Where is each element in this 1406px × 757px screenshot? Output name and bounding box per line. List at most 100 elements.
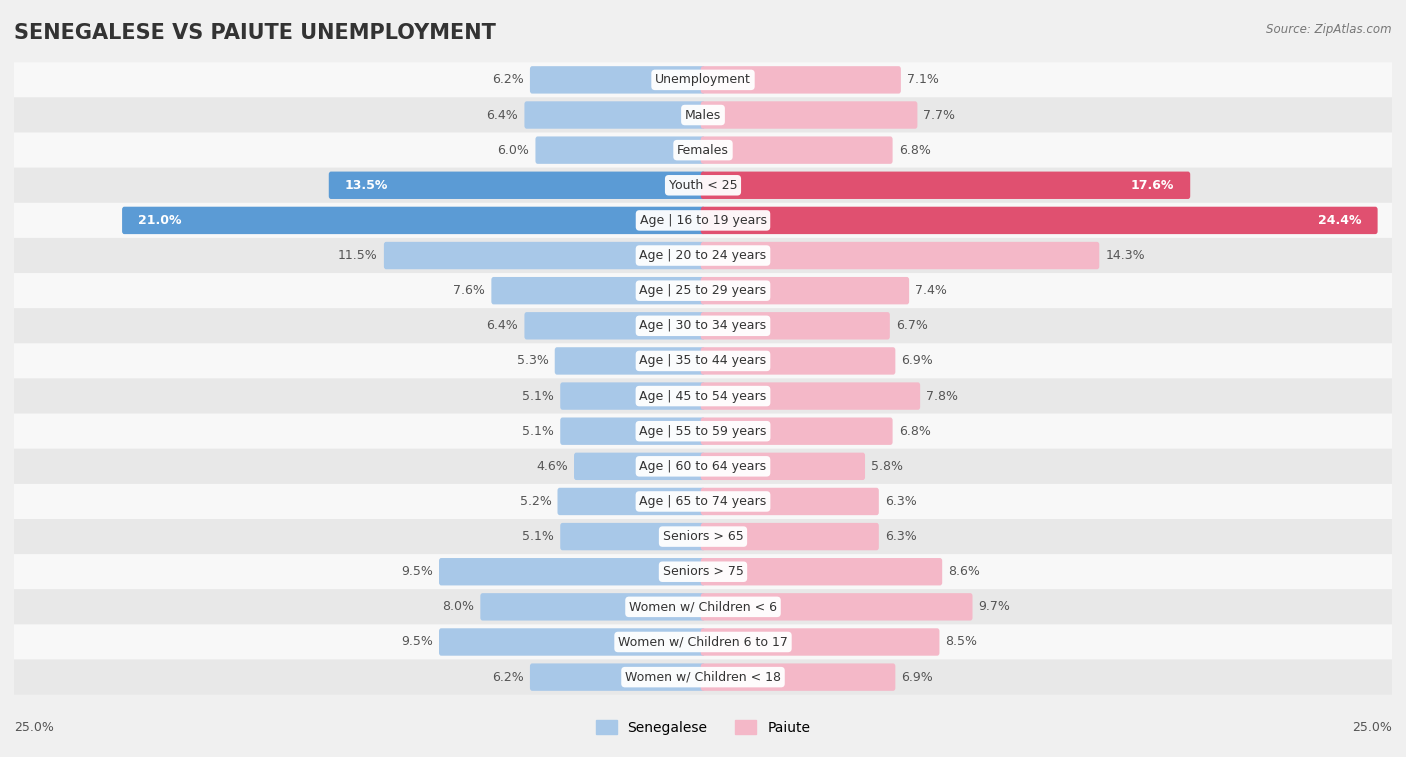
Text: 6.8%: 6.8% [898, 425, 931, 438]
Text: Males: Males [685, 108, 721, 122]
Text: 7.7%: 7.7% [924, 108, 956, 122]
FancyBboxPatch shape [13, 203, 1393, 238]
Text: 21.0%: 21.0% [138, 214, 181, 227]
FancyBboxPatch shape [13, 589, 1393, 625]
FancyBboxPatch shape [13, 413, 1393, 449]
Legend: Senegalese, Paiute: Senegalese, Paiute [591, 715, 815, 740]
Text: Age | 60 to 64 years: Age | 60 to 64 years [640, 459, 766, 473]
FancyBboxPatch shape [700, 101, 917, 129]
FancyBboxPatch shape [700, 593, 973, 621]
Text: 25.0%: 25.0% [1353, 721, 1392, 734]
FancyBboxPatch shape [700, 628, 939, 656]
FancyBboxPatch shape [13, 62, 1393, 98]
FancyBboxPatch shape [700, 453, 865, 480]
FancyBboxPatch shape [530, 66, 706, 94]
FancyBboxPatch shape [13, 168, 1393, 203]
FancyBboxPatch shape [13, 519, 1393, 554]
Text: 6.4%: 6.4% [486, 108, 519, 122]
Text: 6.2%: 6.2% [492, 73, 524, 86]
FancyBboxPatch shape [555, 347, 706, 375]
FancyBboxPatch shape [524, 312, 706, 339]
Text: Source: ZipAtlas.com: Source: ZipAtlas.com [1267, 23, 1392, 36]
Text: 5.1%: 5.1% [522, 390, 554, 403]
Text: 4.6%: 4.6% [536, 459, 568, 473]
FancyBboxPatch shape [491, 277, 706, 304]
FancyBboxPatch shape [536, 136, 706, 164]
Text: 5.1%: 5.1% [522, 425, 554, 438]
FancyBboxPatch shape [700, 558, 942, 585]
FancyBboxPatch shape [574, 453, 706, 480]
FancyBboxPatch shape [13, 344, 1393, 378]
Text: 8.0%: 8.0% [443, 600, 474, 613]
Text: 6.7%: 6.7% [896, 319, 928, 332]
Text: 17.6%: 17.6% [1130, 179, 1174, 192]
FancyBboxPatch shape [13, 308, 1393, 344]
FancyBboxPatch shape [13, 554, 1393, 589]
Text: 8.5%: 8.5% [945, 635, 977, 649]
Text: 8.6%: 8.6% [948, 565, 980, 578]
FancyBboxPatch shape [558, 488, 706, 516]
FancyBboxPatch shape [13, 273, 1393, 308]
FancyBboxPatch shape [13, 449, 1393, 484]
Text: Age | 55 to 59 years: Age | 55 to 59 years [640, 425, 766, 438]
Text: Age | 65 to 74 years: Age | 65 to 74 years [640, 495, 766, 508]
Text: 11.5%: 11.5% [337, 249, 378, 262]
Text: Seniors > 75: Seniors > 75 [662, 565, 744, 578]
FancyBboxPatch shape [700, 277, 910, 304]
FancyBboxPatch shape [700, 241, 1099, 269]
FancyBboxPatch shape [700, 66, 901, 94]
Text: Age | 35 to 44 years: Age | 35 to 44 years [640, 354, 766, 367]
FancyBboxPatch shape [700, 347, 896, 375]
Text: 6.2%: 6.2% [492, 671, 524, 684]
Text: 6.3%: 6.3% [884, 495, 917, 508]
Text: Age | 25 to 29 years: Age | 25 to 29 years [640, 284, 766, 298]
FancyBboxPatch shape [122, 207, 706, 234]
Text: 6.4%: 6.4% [486, 319, 519, 332]
Text: Unemployment: Unemployment [655, 73, 751, 86]
Text: 6.8%: 6.8% [898, 144, 931, 157]
FancyBboxPatch shape [439, 558, 706, 585]
FancyBboxPatch shape [560, 382, 706, 410]
Text: Age | 16 to 19 years: Age | 16 to 19 years [640, 214, 766, 227]
Text: 9.5%: 9.5% [401, 635, 433, 649]
Text: Seniors > 65: Seniors > 65 [662, 530, 744, 543]
FancyBboxPatch shape [530, 663, 706, 691]
Text: 7.8%: 7.8% [927, 390, 959, 403]
FancyBboxPatch shape [700, 523, 879, 550]
FancyBboxPatch shape [481, 593, 706, 621]
Text: Age | 20 to 24 years: Age | 20 to 24 years [640, 249, 766, 262]
FancyBboxPatch shape [13, 98, 1393, 132]
Text: 6.9%: 6.9% [901, 671, 934, 684]
FancyBboxPatch shape [384, 241, 706, 269]
FancyBboxPatch shape [700, 312, 890, 339]
FancyBboxPatch shape [700, 418, 893, 445]
FancyBboxPatch shape [700, 207, 1378, 234]
FancyBboxPatch shape [439, 628, 706, 656]
FancyBboxPatch shape [700, 382, 920, 410]
FancyBboxPatch shape [329, 172, 706, 199]
Text: 9.7%: 9.7% [979, 600, 1011, 613]
Text: Youth < 25: Youth < 25 [669, 179, 737, 192]
FancyBboxPatch shape [13, 659, 1393, 695]
Text: 9.5%: 9.5% [401, 565, 433, 578]
Text: 5.8%: 5.8% [872, 459, 903, 473]
Text: 7.6%: 7.6% [453, 284, 485, 298]
Text: Women w/ Children 6 to 17: Women w/ Children 6 to 17 [619, 635, 787, 649]
FancyBboxPatch shape [700, 172, 1191, 199]
Text: Women w/ Children < 18: Women w/ Children < 18 [626, 671, 780, 684]
FancyBboxPatch shape [560, 418, 706, 445]
Text: Age | 45 to 54 years: Age | 45 to 54 years [640, 390, 766, 403]
Text: SENEGALESE VS PAIUTE UNEMPLOYMENT: SENEGALESE VS PAIUTE UNEMPLOYMENT [14, 23, 496, 42]
FancyBboxPatch shape [524, 101, 706, 129]
FancyBboxPatch shape [13, 378, 1393, 413]
FancyBboxPatch shape [13, 238, 1393, 273]
Text: 5.2%: 5.2% [520, 495, 551, 508]
Text: 24.4%: 24.4% [1319, 214, 1361, 227]
Text: Age | 30 to 34 years: Age | 30 to 34 years [640, 319, 766, 332]
Text: 5.1%: 5.1% [522, 530, 554, 543]
Text: 6.3%: 6.3% [884, 530, 917, 543]
FancyBboxPatch shape [700, 488, 879, 516]
Text: 7.4%: 7.4% [915, 284, 948, 298]
Text: 5.3%: 5.3% [517, 354, 548, 367]
Text: 6.0%: 6.0% [498, 144, 530, 157]
